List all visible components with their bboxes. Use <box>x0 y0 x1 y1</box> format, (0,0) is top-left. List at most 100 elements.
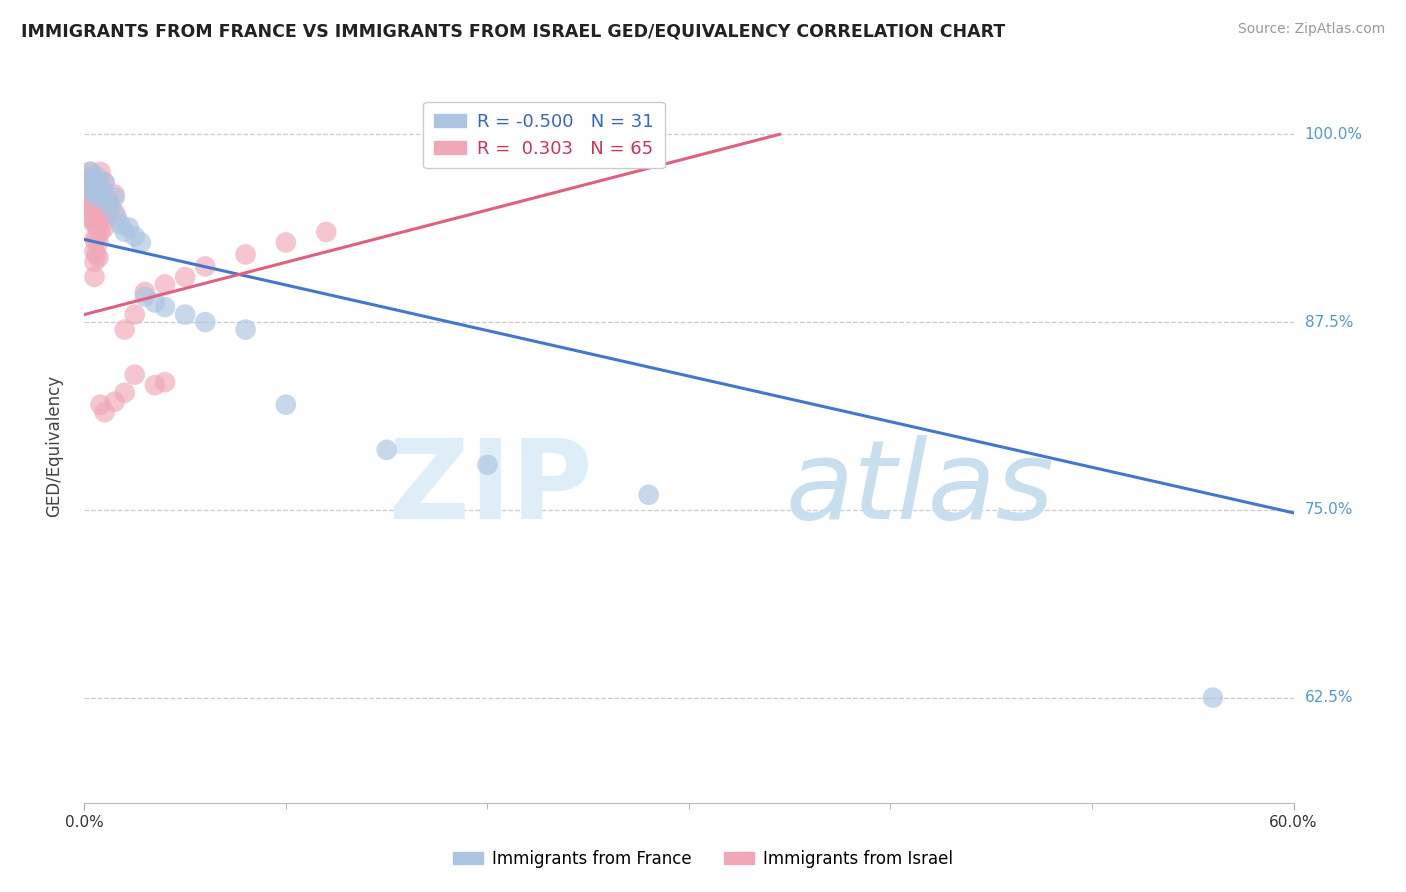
Point <box>110 218 132 232</box>
Point <box>124 368 146 382</box>
Y-axis label: GED/Equivalency: GED/Equivalency <box>45 375 63 517</box>
Point <box>87 251 110 265</box>
Point <box>79 194 101 209</box>
Point <box>104 394 127 409</box>
Point <box>87 190 110 204</box>
Point <box>83 187 105 202</box>
Point <box>124 229 146 244</box>
Point <box>104 190 127 204</box>
Text: atlas: atlas <box>786 435 1054 542</box>
Point <box>79 175 101 189</box>
Point <box>93 405 115 419</box>
Point <box>82 202 104 217</box>
Point <box>82 172 104 186</box>
Point <box>83 270 105 285</box>
Point <box>97 210 120 224</box>
Point <box>274 235 297 250</box>
Point <box>104 205 127 219</box>
Text: 100.0%: 100.0% <box>1305 127 1362 142</box>
Point <box>77 179 100 194</box>
Point <box>89 194 111 209</box>
Point <box>87 179 110 194</box>
Point <box>79 165 101 179</box>
Point <box>274 398 297 412</box>
Point <box>97 194 120 209</box>
Point <box>153 277 176 292</box>
Point <box>124 308 146 322</box>
Point <box>315 225 337 239</box>
Point <box>104 187 127 202</box>
Point <box>86 175 108 189</box>
Point <box>1202 690 1225 705</box>
Point <box>83 232 105 246</box>
Point <box>235 247 257 261</box>
Point <box>79 165 101 179</box>
Point <box>235 322 257 336</box>
Point <box>79 185 101 199</box>
Point <box>87 220 110 235</box>
Point <box>86 247 108 261</box>
Point <box>93 190 115 204</box>
Point <box>134 285 156 299</box>
Text: 75.0%: 75.0% <box>1305 502 1353 517</box>
Point <box>83 183 105 197</box>
Point <box>93 205 115 219</box>
Point <box>87 235 110 250</box>
Point <box>89 225 111 239</box>
Point <box>83 218 105 232</box>
Point <box>83 244 105 259</box>
Point <box>89 398 111 412</box>
Point <box>637 488 659 502</box>
Point <box>105 210 128 224</box>
Point <box>86 169 108 184</box>
Text: Source: ZipAtlas.com: Source: ZipAtlas.com <box>1237 22 1385 37</box>
Point <box>91 187 114 202</box>
Point <box>114 385 136 400</box>
Point <box>83 255 105 269</box>
Point <box>82 169 104 184</box>
Point <box>89 210 111 224</box>
Point <box>82 213 104 227</box>
Point <box>77 190 100 204</box>
Point <box>153 300 176 314</box>
Point <box>100 199 122 213</box>
Point <box>75 187 97 202</box>
Point <box>97 194 120 209</box>
Point <box>194 315 217 329</box>
Point <box>83 194 105 209</box>
Point <box>82 179 104 194</box>
Point <box>93 175 115 189</box>
Point <box>83 175 105 189</box>
Point <box>77 210 100 224</box>
Text: IMMIGRANTS FROM FRANCE VS IMMIGRANTS FROM ISRAEL GED/EQUIVALENCY CORRELATION CHA: IMMIGRANTS FROM FRANCE VS IMMIGRANTS FRO… <box>21 22 1005 40</box>
Point <box>86 187 108 202</box>
Text: 87.5%: 87.5% <box>1305 315 1353 329</box>
Point <box>143 378 166 392</box>
Point <box>86 199 108 213</box>
Point <box>114 225 136 239</box>
Point <box>91 187 114 202</box>
Point <box>114 322 136 336</box>
Text: ZIP: ZIP <box>389 435 592 542</box>
Point <box>89 183 111 197</box>
Legend: Immigrants from France, Immigrants from Israel: Immigrants from France, Immigrants from … <box>447 844 959 875</box>
Text: 62.5%: 62.5% <box>1305 690 1353 706</box>
Point <box>86 232 108 246</box>
Point <box>89 165 111 179</box>
Point <box>153 375 176 389</box>
Point <box>82 190 104 204</box>
Point <box>174 308 197 322</box>
Legend: R = -0.500   N = 31, R =  0.303   N = 65: R = -0.500 N = 31, R = 0.303 N = 65 <box>423 102 665 169</box>
Point <box>93 175 115 189</box>
Point <box>143 295 166 310</box>
Point <box>77 172 100 186</box>
Point <box>174 270 197 285</box>
Point <box>375 442 398 457</box>
Point <box>87 179 110 194</box>
Point <box>86 218 108 232</box>
Point <box>89 179 111 194</box>
Point <box>118 220 141 235</box>
Point <box>129 235 152 250</box>
Point <box>93 220 115 235</box>
Point <box>91 202 114 217</box>
